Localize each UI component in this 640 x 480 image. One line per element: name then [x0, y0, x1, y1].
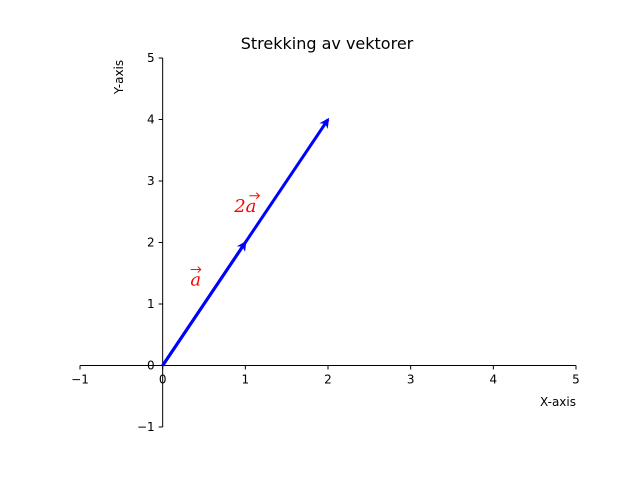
y-tick-label: 5 — [147, 51, 155, 65]
y-tick-label: 2 — [147, 236, 155, 250]
x-tick-label: 5 — [572, 373, 580, 387]
x-tick-label: 1 — [242, 373, 250, 387]
x-tick-label: 4 — [490, 373, 498, 387]
chart-title: Strekking av vektorer — [241, 34, 414, 53]
x-tick-label: 2 — [324, 373, 332, 387]
y-tick-label: 3 — [147, 174, 155, 188]
vector-2 — [161, 240, 247, 367]
y-axis-label: Y-axis — [112, 60, 126, 95]
y-tick-label: −1 — [137, 420, 155, 434]
x-tick-label: −1 — [71, 373, 89, 387]
axes: −1 0 1 2 3 4 5 −1 0 1 2 3 4 5 — [71, 51, 580, 434]
x-tick-label: 0 — [159, 373, 167, 387]
vector-accent-head-2 — [197, 266, 202, 273]
y-tick-label: 0 — [147, 359, 155, 373]
x-tick-label: 3 — [407, 373, 415, 387]
vector-label-2: a — [190, 270, 201, 291]
y-tick-label: 4 — [147, 113, 155, 127]
vector-accent-head-1 — [255, 192, 261, 200]
vectors: 2a a — [161, 117, 330, 367]
x-axis-label: X-axis — [540, 395, 576, 409]
y-tick-label: 1 — [147, 297, 155, 311]
vector-label-1: 2a — [233, 196, 256, 217]
